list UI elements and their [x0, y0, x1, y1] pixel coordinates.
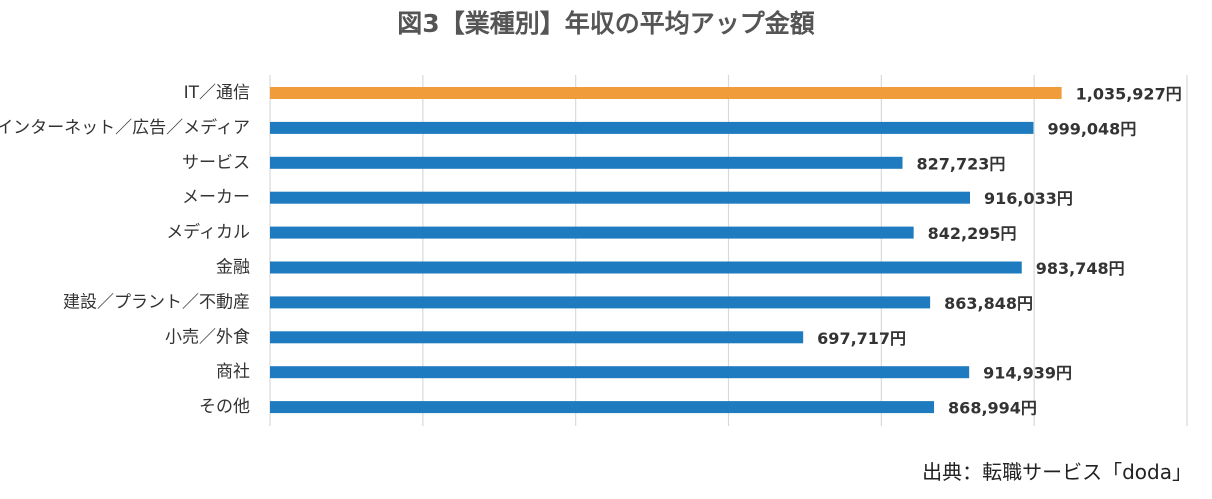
category-label: 建設／プラント／不動産	[63, 292, 250, 312]
bar	[270, 401, 935, 414]
category-label: その他	[199, 397, 250, 417]
bar	[270, 331, 804, 344]
value-label: 1,035,927円	[1076, 85, 1182, 104]
category-label: IT／通信	[184, 83, 250, 103]
value-labels: 1,035,927円 999,048円 827,723円 916,033円 842,29…	[817, 85, 1182, 418]
value-label: 863,848円	[944, 294, 1033, 313]
bar	[270, 156, 903, 169]
category-labels: IT／通信インターネット／広告／メディアサービスメーカーメディカル金融建設／プラ…	[0, 83, 250, 417]
category-label: 商社	[216, 362, 250, 382]
value-label: 999,048円	[1047, 119, 1136, 138]
bars	[270, 87, 1062, 414]
value-label: 842,295円	[928, 224, 1017, 243]
bar	[270, 366, 970, 379]
category-label: メーカー	[182, 188, 250, 208]
category-label: 金融	[216, 258, 250, 278]
category-label: インターネット／広告／メディア	[0, 117, 250, 138]
chart-title: 図3【業種別】年収の平均アップ金額	[397, 9, 815, 38]
value-label: 983,748円	[1036, 259, 1125, 278]
value-label: 827,723円	[917, 154, 1006, 173]
bar	[270, 261, 1022, 274]
category-label: サービス	[182, 153, 250, 173]
bar	[270, 121, 1034, 134]
bar	[270, 87, 1062, 99]
source-note: 出典：転職サービス「doda」	[922, 460, 1192, 484]
value-label: 868,994円	[948, 399, 1037, 418]
category-label: 小売／外食	[165, 327, 250, 347]
value-label: 914,939円	[983, 364, 1072, 383]
bar	[270, 226, 914, 239]
bar	[270, 296, 931, 309]
value-label: 916,033円	[984, 189, 1073, 208]
bar	[270, 191, 971, 204]
category-label: メディカル	[166, 222, 250, 243]
value-label: 697,717円	[817, 329, 906, 348]
